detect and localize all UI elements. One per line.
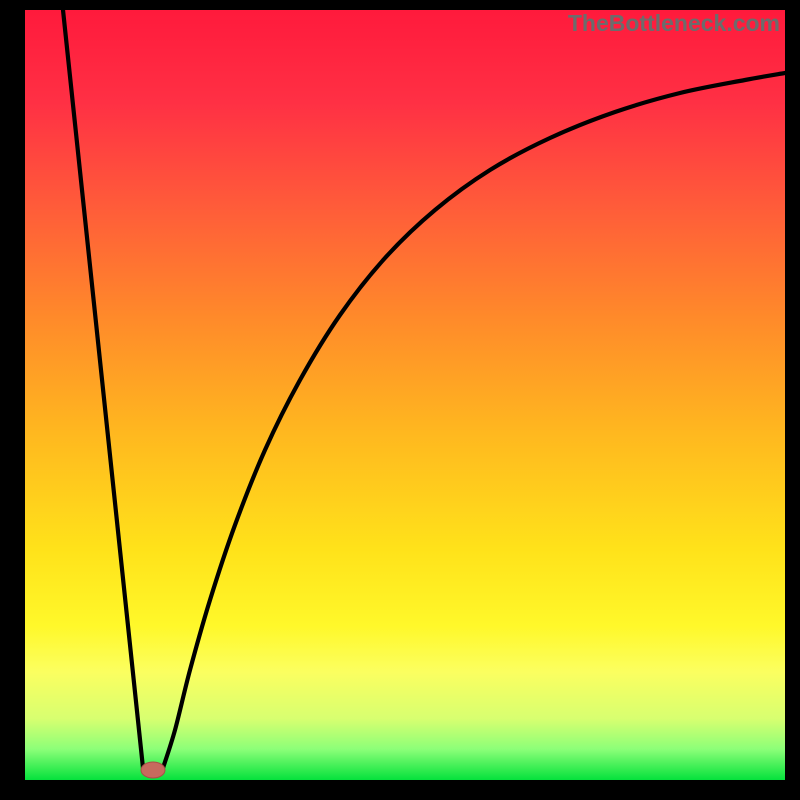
- minimum-marker: [141, 762, 165, 778]
- plot-area: [25, 10, 785, 780]
- right-branch-curve: [163, 73, 785, 768]
- watermark-text: TheBottleneck.com: [568, 10, 780, 37]
- curve-layer: [25, 10, 785, 780]
- chart-container: TheBottleneck.com: [0, 0, 800, 800]
- left-branch-line: [63, 10, 143, 768]
